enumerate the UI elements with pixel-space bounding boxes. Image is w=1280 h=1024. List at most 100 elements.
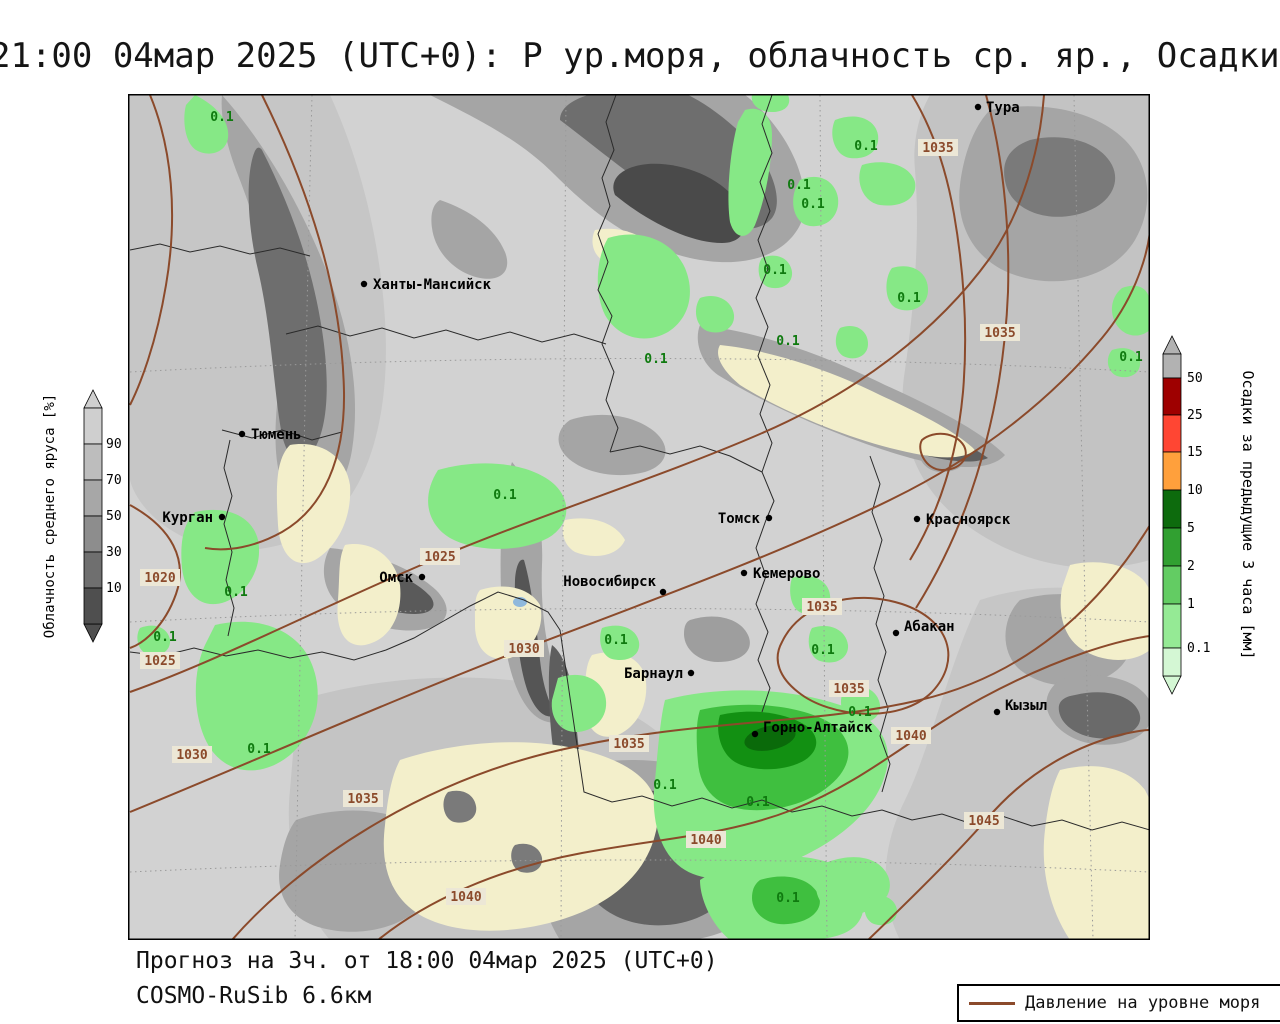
precipitation-colorbar: 50 25 15 10 5 2 1 0.1 Осадки за предыдущие 3 час…	[1162, 335, 1257, 695]
weather-map: 1020 1025 1025 1030 1030 1035 1035 1035 1035 1035…	[128, 94, 1150, 940]
isobar-label: 1030	[176, 748, 207, 763]
isobar-label-box	[964, 812, 1004, 829]
colorbar-segment	[83, 551, 103, 589]
city-marker	[740, 569, 748, 577]
colorbar-tick-label: 5	[1187, 521, 1195, 536]
isobar-label: 1020	[144, 571, 175, 586]
colorbar-segment	[83, 443, 103, 481]
colorbar-segment	[83, 515, 103, 553]
precip-contour-label: 0.1	[153, 630, 177, 645]
pressure-line-sample	[969, 1001, 1015, 1005]
pressure-legend: Давление на уровне моря	[957, 984, 1280, 1022]
city-marker	[238, 430, 246, 438]
precip-contour-label: 0.1	[811, 643, 835, 658]
colorbar-segment	[1162, 565, 1182, 605]
city-label: Красноярск	[926, 512, 1011, 528]
isobar-label-box	[802, 598, 842, 615]
colorbar-tick-label: 30	[106, 545, 122, 560]
isobar-label: 1040	[690, 833, 721, 848]
isobar-label-box	[140, 652, 180, 669]
precip-contour-label: 0.1	[787, 178, 811, 193]
precip-contour-label: 0.1	[644, 352, 668, 367]
isobar-label-box	[172, 746, 212, 763]
city-marker	[892, 629, 900, 637]
isobar-label-box	[609, 735, 649, 752]
city-label: Томск	[718, 511, 761, 527]
city-marker	[974, 103, 982, 111]
city-layer: Тура Ханты-Мансийск Тюмень Курган Омск Томск К…	[162, 100, 1047, 738]
precip-contour-label: 0.1	[801, 197, 825, 212]
isobar-label: 1040	[895, 729, 926, 744]
colorbar-tick-label: 2	[1187, 559, 1195, 574]
model-info: COSMO-RuSib 6.6км	[136, 983, 372, 1009]
colorbar-tick-label: 10	[1187, 483, 1203, 498]
pressure-legend-label: Давление на уровне моря	[1025, 993, 1261, 1013]
cloudiness-colorbar: 90 70 50 30 10 Облачность среднего яруса [%]	[42, 389, 122, 643]
isobar-label-box	[980, 324, 1020, 341]
isobar-label: 1035	[833, 682, 864, 697]
precip-contour-label: 0.1	[653, 778, 677, 793]
colorbar-segment	[83, 407, 103, 445]
graticule-layer	[129, 95, 1149, 939]
isobar-label-box	[918, 139, 958, 156]
precip-contour-label: 0.1	[746, 795, 770, 810]
colorbar-tick-label: 0.1	[1187, 641, 1210, 656]
isobar-label: 1025	[144, 654, 175, 669]
precip-contour-label: 0.1	[493, 488, 517, 503]
city-marker	[913, 515, 921, 523]
colorbar-tick-label: 90	[106, 437, 122, 452]
isobar-label-box	[891, 727, 931, 744]
isobar-label-box	[686, 831, 726, 848]
map-frame	[128, 94, 1150, 940]
isobar-label-box	[343, 790, 383, 807]
colorbar-segment	[1162, 527, 1182, 567]
isobar-label: 1035	[613, 737, 644, 752]
precip-contour-label: 0.1	[763, 263, 787, 278]
colorbar-tick-label: 15	[1187, 445, 1203, 460]
city-marker	[659, 588, 667, 596]
city-label: Омск	[379, 570, 413, 586]
precip-contour-label: 0.1	[776, 891, 800, 906]
isobar-label: 1030	[508, 642, 539, 657]
city-label: Кызыл	[1005, 698, 1047, 714]
isobar-label: 1035	[922, 141, 953, 156]
city-label: Курган	[162, 510, 213, 526]
precip-contour-label: 0.1	[247, 742, 271, 757]
isobar-label-layer: 1020 1025 1025 1030 1030 1035 1035 1035 1035 1035…	[140, 139, 1020, 905]
isobar-layer	[129, 95, 1149, 939]
city-marker	[765, 514, 773, 522]
isobar-label: 1025	[424, 550, 455, 565]
city-label: Барнаул	[624, 666, 683, 682]
colorbar-tick-label: 1	[1187, 597, 1195, 612]
admin-borders-layer	[129, 95, 1149, 831]
isobar-label-box	[829, 680, 869, 697]
precip-contour-label: 0.1	[224, 585, 248, 600]
colorbar-segment	[1162, 414, 1182, 453]
precip-contour-label: 0.1	[210, 110, 234, 125]
isobar-label: 1040	[450, 890, 481, 905]
colorbar-segment	[1162, 451, 1182, 491]
colorbar-tick-label: 70	[106, 473, 122, 488]
cream-cloud-layer	[276, 228, 1149, 939]
isobar-label: 1035	[984, 326, 1015, 341]
map-title: 21:00 04мар 2025 (UTC+0): P ур.моря, обл…	[0, 36, 1280, 76]
city-marker	[993, 708, 1001, 716]
isobar-label-box	[446, 888, 486, 905]
colorbar-arrow	[1162, 335, 1182, 355]
precip-contour-label: 0.1	[848, 705, 872, 720]
forecast-info: Прогноз на 3ч. от 18:00 04мар 2025 (UTC+…	[136, 948, 718, 974]
precip-contour-label: 0.1	[776, 334, 800, 349]
colorbar-tick-label: 25	[1187, 408, 1203, 423]
colorbar-segment	[1162, 353, 1182, 379]
colorbar-segment	[1162, 603, 1182, 649]
precip-contour-label: 0.1	[604, 633, 628, 648]
city-label: Горно-Алтайск	[763, 720, 873, 736]
isobar-label: 1035	[806, 600, 837, 615]
city-marker	[218, 513, 226, 521]
city-marker	[687, 669, 695, 677]
isobar-label-box	[504, 640, 544, 657]
precip-contour-label: 0.1	[854, 139, 878, 154]
precip-contour-label: 0.1	[897, 291, 921, 306]
city-label: Тюмень	[251, 427, 302, 443]
isobar-label: 1045	[968, 814, 999, 829]
